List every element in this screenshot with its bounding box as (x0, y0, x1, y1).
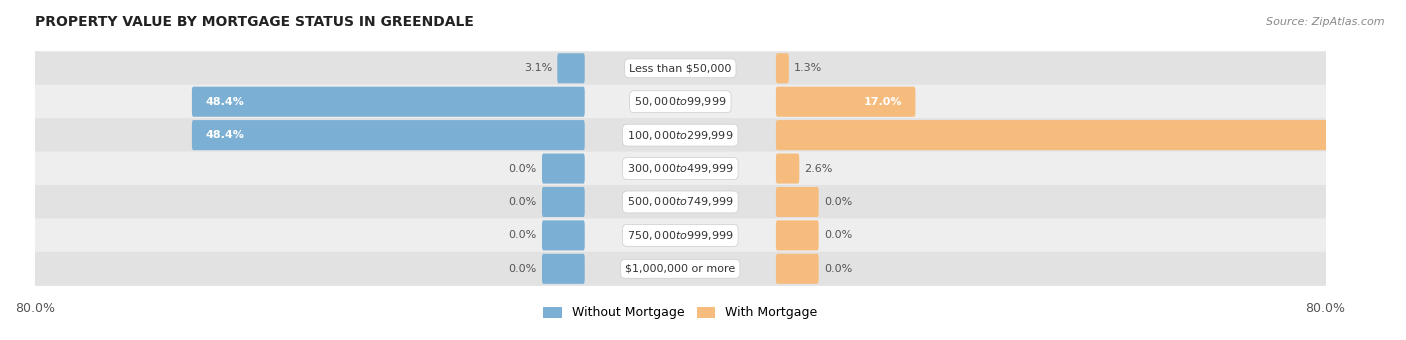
FancyBboxPatch shape (34, 51, 1327, 85)
FancyBboxPatch shape (34, 252, 1327, 286)
FancyBboxPatch shape (541, 154, 585, 184)
Text: 48.4%: 48.4% (205, 97, 245, 107)
Text: $500,000 to $749,999: $500,000 to $749,999 (627, 195, 734, 208)
Text: $1,000,000 or more: $1,000,000 or more (626, 264, 735, 274)
FancyBboxPatch shape (34, 152, 1327, 186)
Text: 48.4%: 48.4% (205, 130, 245, 140)
FancyBboxPatch shape (34, 118, 1327, 152)
FancyBboxPatch shape (541, 187, 585, 217)
FancyBboxPatch shape (541, 254, 585, 284)
Text: 0.0%: 0.0% (824, 197, 852, 207)
FancyBboxPatch shape (776, 187, 818, 217)
Text: $300,000 to $499,999: $300,000 to $499,999 (627, 162, 734, 175)
Legend: Without Mortgage, With Mortgage: Without Mortgage, With Mortgage (538, 302, 823, 324)
Text: 3.1%: 3.1% (524, 63, 553, 73)
FancyBboxPatch shape (34, 85, 1327, 119)
Text: 1.3%: 1.3% (794, 63, 823, 73)
FancyBboxPatch shape (776, 254, 818, 284)
Text: $750,000 to $999,999: $750,000 to $999,999 (627, 229, 734, 242)
Text: Source: ZipAtlas.com: Source: ZipAtlas.com (1267, 17, 1385, 27)
Text: 0.0%: 0.0% (509, 197, 537, 207)
FancyBboxPatch shape (557, 53, 585, 83)
FancyBboxPatch shape (191, 120, 585, 150)
Text: 0.0%: 0.0% (509, 231, 537, 240)
Text: 79.1%: 79.1% (1364, 130, 1403, 140)
FancyBboxPatch shape (776, 220, 818, 251)
FancyBboxPatch shape (34, 218, 1327, 252)
Text: $100,000 to $299,999: $100,000 to $299,999 (627, 129, 734, 142)
Text: 0.0%: 0.0% (509, 264, 537, 274)
FancyBboxPatch shape (776, 154, 799, 184)
Text: 0.0%: 0.0% (824, 231, 852, 240)
FancyBboxPatch shape (541, 220, 585, 251)
Text: 0.0%: 0.0% (509, 164, 537, 173)
FancyBboxPatch shape (776, 87, 915, 117)
FancyBboxPatch shape (191, 87, 585, 117)
Text: Less than $50,000: Less than $50,000 (628, 63, 731, 73)
FancyBboxPatch shape (776, 120, 1406, 150)
Text: PROPERTY VALUE BY MORTGAGE STATUS IN GREENDALE: PROPERTY VALUE BY MORTGAGE STATUS IN GRE… (35, 15, 474, 29)
FancyBboxPatch shape (776, 53, 789, 83)
Text: 2.6%: 2.6% (804, 164, 832, 173)
Text: 0.0%: 0.0% (824, 264, 852, 274)
FancyBboxPatch shape (34, 185, 1327, 219)
Text: 17.0%: 17.0% (863, 97, 903, 107)
Text: $50,000 to $99,999: $50,000 to $99,999 (634, 95, 727, 108)
